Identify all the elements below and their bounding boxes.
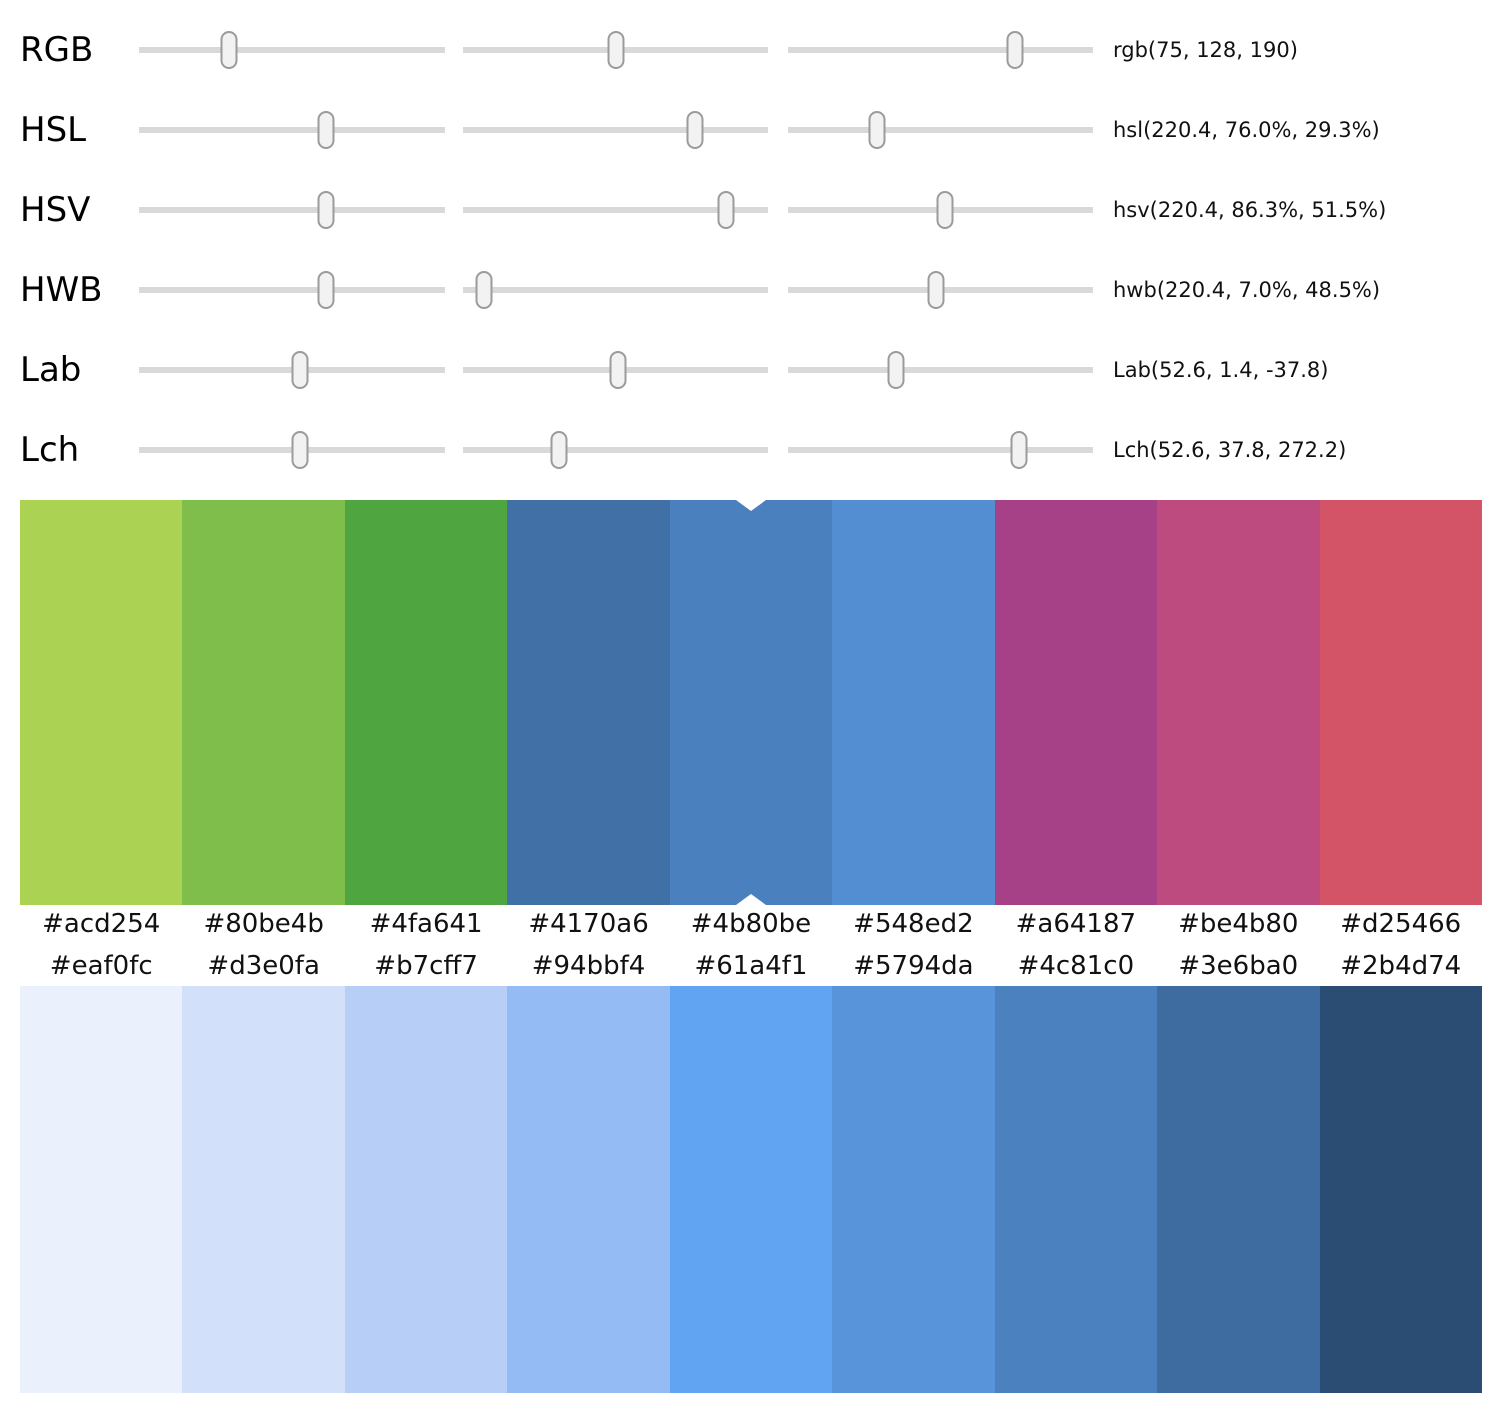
color-swatch[interactable] <box>507 500 670 905</box>
colorspace-label: Lch <box>20 430 80 470</box>
slider-rows: RGB rgb(75, 128, 190) HSL hsl(220.4, 76.… <box>0 10 1501 490</box>
slider-track[interactable] <box>788 271 1093 309</box>
slider-track[interactable] <box>788 111 1093 149</box>
colorspace-label: HSL <box>20 110 87 150</box>
slider-thumb[interactable] <box>717 191 735 229</box>
color-swatch[interactable] <box>1157 500 1320 905</box>
selected-swatch-marker-top <box>735 500 766 511</box>
color-swatch[interactable] <box>994 500 1158 905</box>
color-value-text: hwb(220.4, 7.0%, 48.5%) <box>1113 278 1381 302</box>
hex-labels-top: #acd254 #80be4b #4fa641 #4170a6 #4b80be #548e… <box>20 908 1482 940</box>
slider-track[interactable] <box>139 191 445 229</box>
slider-row: HWB hwb(220.4, 7.0%, 48.5%) <box>0 250 1501 330</box>
color-swatch[interactable] <box>20 500 183 905</box>
slider-track[interactable] <box>463 431 768 469</box>
color-value-text: Lab(52.6, 1.4, -37.8) <box>1113 358 1329 382</box>
hex-label: #d3e0fa <box>207 951 320 981</box>
slider-row: RGB rgb(75, 128, 190) <box>0 10 1501 90</box>
hex-label: #b7cff7 <box>374 951 478 981</box>
colorspace-label: HWB <box>20 270 103 310</box>
colorspace-label: Lab <box>20 350 82 390</box>
palette-top <box>20 500 1482 905</box>
hex-label: #2b4d74 <box>1340 951 1462 981</box>
hex-label: #94bbf4 <box>531 951 646 981</box>
slider-thumb[interactable] <box>607 31 625 69</box>
color-swatch[interactable] <box>344 986 508 1393</box>
slider-thumb[interactable] <box>291 431 309 469</box>
hex-label: #80be4b <box>203 909 324 939</box>
slider-row: HSL hsl(220.4, 76.0%, 29.3%) <box>0 90 1501 170</box>
hex-label: #eaf0fc <box>49 951 153 981</box>
slider-track[interactable] <box>139 431 445 469</box>
slider-thumb[interactable] <box>887 351 905 389</box>
color-swatch[interactable] <box>1157 986 1320 1393</box>
color-swatch[interactable] <box>182 986 345 1393</box>
slider-thumb[interactable] <box>868 111 886 149</box>
hex-label: #d25466 <box>1340 909 1462 939</box>
slider-track[interactable] <box>788 191 1093 229</box>
color-swatch[interactable] <box>344 500 508 905</box>
hex-label: #4170a6 <box>528 909 649 939</box>
color-value-text: hsv(220.4, 86.3%, 51.5%) <box>1113 198 1387 222</box>
hex-label: #4fa641 <box>369 909 483 939</box>
hex-label: #4c81c0 <box>1017 951 1135 981</box>
slider-thumb[interactable] <box>317 111 335 149</box>
slider-thumb[interactable] <box>317 271 335 309</box>
color-swatch[interactable] <box>669 986 833 1393</box>
slider-thumb[interactable] <box>1006 31 1024 69</box>
slider-row: Lab Lab(52.6, 1.4, -37.8) <box>0 330 1501 410</box>
color-value-text: hsl(220.4, 76.0%, 29.3%) <box>1113 118 1380 142</box>
colorspace-label: HSV <box>20 190 91 230</box>
color-swatch[interactable] <box>1319 500 1482 905</box>
hex-label: #5794da <box>853 951 974 981</box>
color-swatch[interactable] <box>1319 986 1482 1393</box>
hex-label: #a64187 <box>1015 909 1137 939</box>
color-value-text: rgb(75, 128, 190) <box>1113 38 1298 62</box>
color-swatch[interactable] <box>669 500 833 905</box>
selected-swatch-marker-bottom <box>735 894 766 905</box>
slider-thumb[interactable] <box>609 351 627 389</box>
color-swatch[interactable] <box>20 986 183 1393</box>
slider-row: HSV hsv(220.4, 86.3%, 51.5%) <box>0 170 1501 250</box>
slider-track[interactable] <box>788 431 1093 469</box>
slider-track[interactable] <box>139 111 445 149</box>
hex-label: #3e6ba0 <box>1178 951 1299 981</box>
slider-thumb[interactable] <box>291 351 309 389</box>
color-swatch[interactable] <box>507 986 670 1393</box>
slider-thumb[interactable] <box>927 271 945 309</box>
slider-track[interactable] <box>463 31 768 69</box>
palette-bottom <box>20 986 1482 1393</box>
color-value-text: Lch(52.6, 37.8, 272.2) <box>1113 438 1347 462</box>
hex-label: #548ed2 <box>853 909 974 939</box>
color-swatch[interactable] <box>832 986 995 1393</box>
slider-track[interactable] <box>463 271 768 309</box>
slider-track[interactable] <box>139 351 445 389</box>
hex-label: #acd254 <box>42 909 161 939</box>
slider-track[interactable] <box>788 351 1093 389</box>
slider-thumb[interactable] <box>475 271 493 309</box>
color-swatch[interactable] <box>832 500 995 905</box>
hex-label: #61a4f1 <box>694 951 808 981</box>
slider-thumb[interactable] <box>936 191 954 229</box>
slider-thumb[interactable] <box>686 111 704 149</box>
slider-track[interactable] <box>788 31 1093 69</box>
colorspace-label: RGB <box>20 30 94 70</box>
slider-track[interactable] <box>463 351 768 389</box>
slider-thumb[interactable] <box>317 191 335 229</box>
color-swatch[interactable] <box>182 500 345 905</box>
slider-thumb[interactable] <box>220 31 238 69</box>
slider-track[interactable] <box>463 191 768 229</box>
slider-track[interactable] <box>463 111 768 149</box>
slider-track[interactable] <box>139 271 445 309</box>
slider-row: Lch Lch(52.6, 37.8, 272.2) <box>0 410 1501 490</box>
color-swatch[interactable] <box>994 986 1158 1393</box>
slider-thumb[interactable] <box>550 431 568 469</box>
slider-track[interactable] <box>139 31 445 69</box>
hex-labels-bottom: #eaf0fc #d3e0fa #b7cff7 #94bbf4 #61a4f1 #5794… <box>20 950 1482 982</box>
slider-thumb[interactable] <box>1010 431 1028 469</box>
hex-label: #be4b80 <box>1178 909 1299 939</box>
hex-label: #4b80be <box>690 909 812 939</box>
